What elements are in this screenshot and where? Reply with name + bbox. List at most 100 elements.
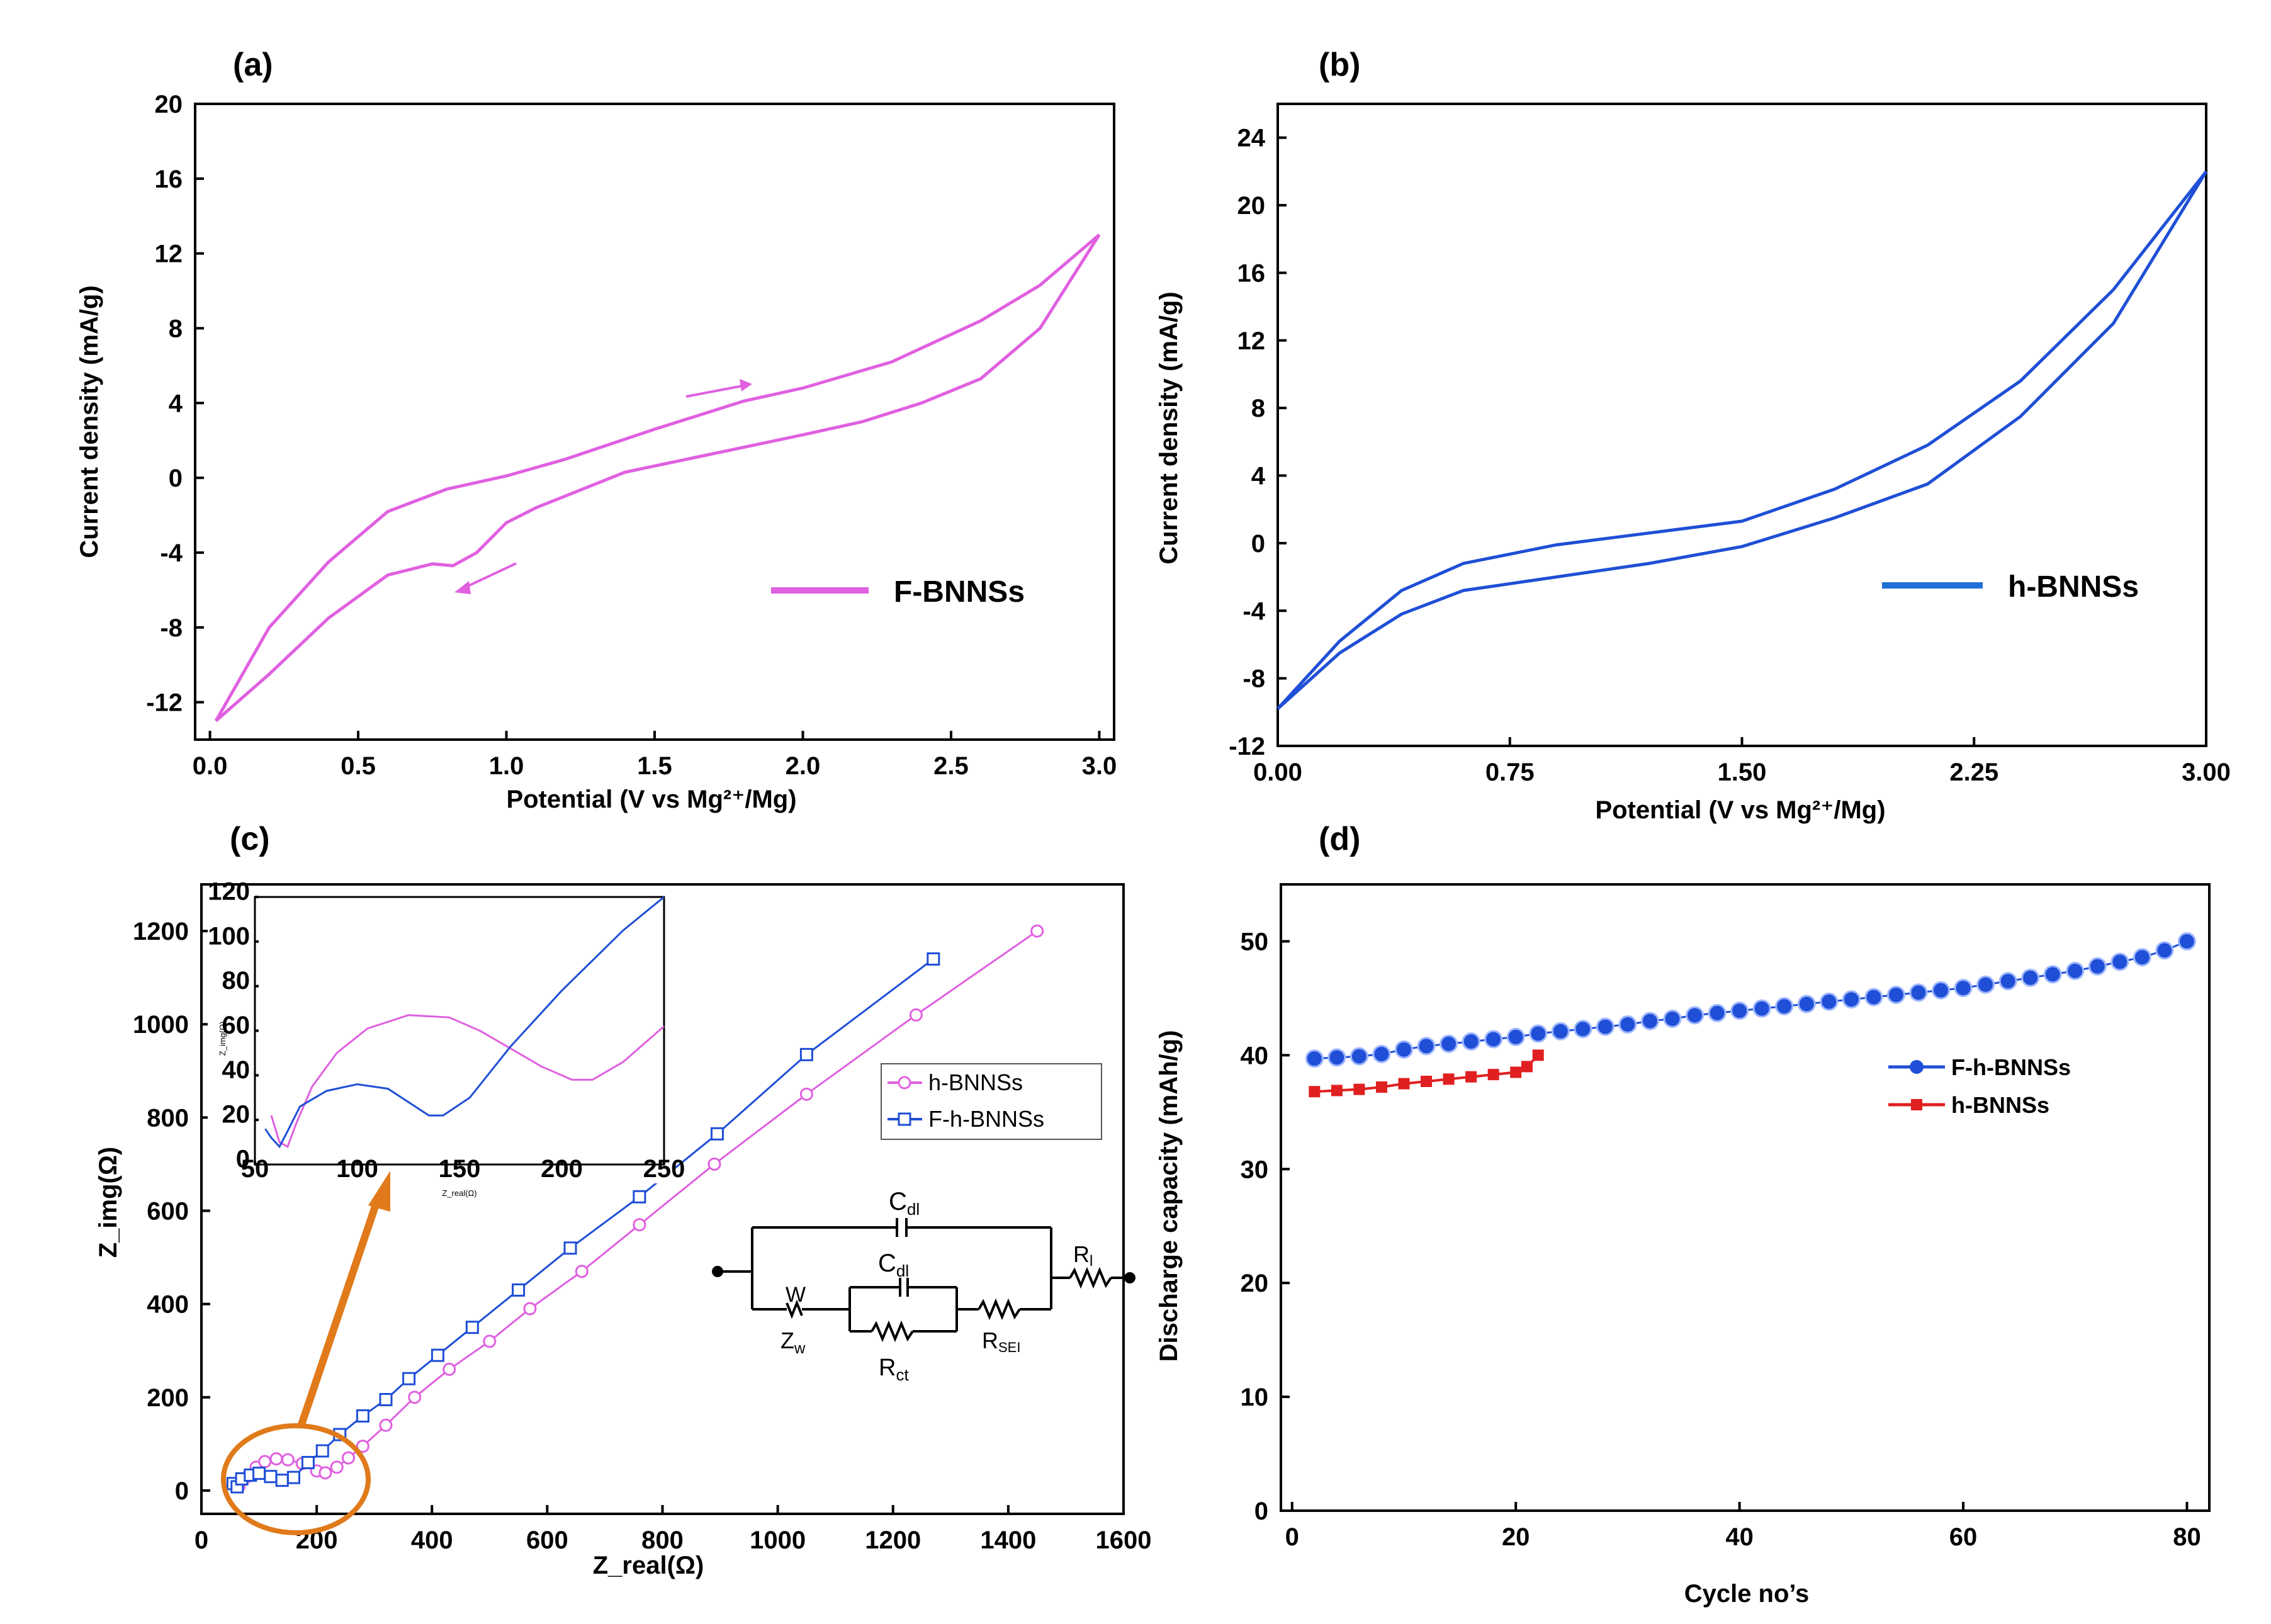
panel-d-series bbox=[1305, 932, 2196, 1098]
x-tick-label: 2.5 bbox=[933, 752, 969, 780]
capacity-point-f-h-bnnss bbox=[2155, 941, 2174, 960]
capacity-point-f-h-bnnss bbox=[1686, 1006, 1705, 1025]
y-tick-label: 24 bbox=[1237, 125, 1266, 152]
y-tick-label: 8 bbox=[169, 315, 183, 342]
nyquist-point-h-bnnss bbox=[379, 1418, 393, 1432]
nyquist-point-f-h-bnnss bbox=[356, 1409, 369, 1423]
warburg-symbol bbox=[786, 1299, 803, 1319]
nyquist-point-h-bnnss bbox=[281, 1453, 295, 1467]
nyquist-point-h-bnnss bbox=[356, 1440, 369, 1453]
capacity-point-f-h-bnnss bbox=[1394, 1040, 1413, 1059]
rct-resistor bbox=[871, 1320, 914, 1343]
capacity-point-h-bnnss bbox=[1398, 1078, 1410, 1090]
nyquist-point-h-bnnss bbox=[707, 1157, 721, 1171]
x-tick-label: 1.50 bbox=[1718, 758, 1767, 786]
capacity-point-f-h-bnnss bbox=[2066, 961, 2085, 980]
capacity-point-h-bnnss bbox=[1510, 1066, 1522, 1078]
label-zw: Zw bbox=[780, 1328, 806, 1357]
rct-main: R bbox=[879, 1355, 896, 1381]
cv-curve-h-bnnss bbox=[1276, 171, 2208, 710]
y-tick-label: 1200 bbox=[133, 918, 189, 945]
rsei-resistor bbox=[978, 1298, 1021, 1321]
panel-d-plot-frame bbox=[1280, 883, 2211, 1512]
x-tick-label: 20 bbox=[1502, 1523, 1530, 1551]
y-tick-label: 80 bbox=[222, 967, 251, 995]
label-rl: Rl bbox=[1073, 1241, 1093, 1270]
capacity-point-f-h-bnnss bbox=[1640, 1012, 1659, 1030]
nyquist-point-h-bnnss bbox=[575, 1265, 589, 1278]
x-tick-label: 800 bbox=[641, 1526, 684, 1554]
panel-c-series bbox=[226, 924, 1044, 1494]
capacity-point-f-h-bnnss bbox=[1864, 988, 1883, 1007]
capacity-point-f-h-bnnss bbox=[2133, 948, 2151, 967]
capacity-point-f-h-bnnss bbox=[2021, 968, 2040, 987]
rl-main: R bbox=[1073, 1241, 1090, 1267]
inset-xlabel: Z_real(Ω) bbox=[442, 1188, 476, 1198]
cv-curve-f-bnnss bbox=[215, 234, 1101, 723]
x-tick-label: 1600 bbox=[1096, 1526, 1152, 1554]
nyquist-point-f-h-bnnss bbox=[315, 1444, 329, 1458]
y-tick-label: 20 bbox=[155, 91, 183, 118]
capacity-point-h-bnnss bbox=[1331, 1085, 1343, 1097]
nyquist-point-f-h-bnnss bbox=[264, 1470, 278, 1484]
capacity-point-f-h-bnnss bbox=[1909, 983, 1928, 1002]
circuit-node-left bbox=[712, 1266, 723, 1277]
nyquist-point-f-h-bnnss bbox=[301, 1456, 315, 1470]
rl-sub: l bbox=[1090, 1253, 1093, 1270]
nyquist-point-f-h-bnnss bbox=[710, 1127, 724, 1141]
capacity-point-f-h-bnnss bbox=[1484, 1030, 1503, 1049]
panel-a: (a) 0.0 0.5 1.0 1.5 2.0 2.5 3.0 -12 -8 -4 0 4 8 12 16 2… bbox=[76, 47, 1117, 813]
panel-d-ylabel: Discharge capacity (mAh/g) bbox=[1155, 1030, 1183, 1362]
y-tick-label: 30 bbox=[1241, 1156, 1269, 1183]
legend-label-f-h-bnnss-d: F-h-BNNSs bbox=[1951, 1054, 2071, 1080]
nyquist-point-f-h-bnnss bbox=[633, 1190, 646, 1204]
legend-marker-h-bnnss bbox=[898, 1076, 911, 1090]
legend-box bbox=[881, 1063, 1102, 1140]
capacity-point-f-h-bnnss bbox=[1529, 1024, 1548, 1043]
capacity-point-f-h-bnnss bbox=[1775, 997, 1794, 1016]
y-tick-label: 0 bbox=[1251, 530, 1265, 558]
capacity-point-h-bnnss bbox=[1521, 1061, 1533, 1073]
cdl-top-sub: dl bbox=[907, 1200, 920, 1219]
panel-d-legend: F-h-BNNSs h-BNNSs bbox=[1888, 1054, 2071, 1118]
x-tick-label: 250 bbox=[643, 1155, 685, 1183]
circuit-labels: Cdl Cdl W Zw Rct RSEI Rl bbox=[780, 1188, 1093, 1384]
rl-resistor bbox=[1069, 1266, 1112, 1289]
panel-a-label: (a) bbox=[233, 47, 273, 83]
capacity-line-f-h-bnnss bbox=[1314, 940, 2188, 1060]
nyquist-point-h-bnnss bbox=[909, 1008, 923, 1022]
inset-curve-h-bnnss bbox=[270, 1014, 665, 1148]
y-tick-label: 400 bbox=[147, 1291, 189, 1319]
zoom-arrow bbox=[297, 1198, 381, 1428]
panel-b-series bbox=[1276, 170, 2208, 710]
y-tick-label: 0 bbox=[236, 1146, 250, 1173]
cdl-top-main: C bbox=[889, 1188, 907, 1215]
nyquist-point-h-bnnss bbox=[523, 1302, 537, 1316]
y-tick-label: 20 bbox=[222, 1101, 251, 1129]
y-tick-label: 10 bbox=[1241, 1384, 1269, 1411]
y-tick-label: 16 bbox=[1237, 259, 1266, 287]
panel-b-label: (b) bbox=[1319, 47, 1360, 83]
capacity-point-f-h-bnnss bbox=[1551, 1022, 1570, 1040]
rct-sub: ct bbox=[896, 1365, 909, 1384]
capacity-point-f-h-bnnss bbox=[2043, 965, 2062, 984]
x-tick-label: 0.5 bbox=[341, 752, 376, 780]
panel-a-sweep-arrows bbox=[454, 379, 752, 594]
nyquist-point-h-bnnss bbox=[1030, 924, 1044, 938]
circuit-node-right bbox=[1124, 1272, 1136, 1283]
y-tick-label: 4 bbox=[1251, 463, 1266, 490]
legend-marker-h-bnnss-d bbox=[1911, 1099, 1922, 1110]
nyquist-point-f-h-bnnss bbox=[799, 1047, 813, 1061]
cathodic-arrow bbox=[462, 562, 517, 590]
capacity-point-h-bnnss bbox=[1421, 1075, 1433, 1087]
x-tick-label: 3.0 bbox=[1082, 752, 1117, 780]
panel-b-ylabel: Current density (mA/g) bbox=[1155, 291, 1183, 564]
capacity-point-f-h-bnnss bbox=[1305, 1049, 1324, 1068]
capacity-point-h-bnnss bbox=[1375, 1081, 1387, 1093]
nyquist-point-h-bnnss bbox=[408, 1390, 422, 1404]
nyquist-point-h-bnnss bbox=[442, 1362, 456, 1376]
label-rct: Rct bbox=[879, 1355, 909, 1384]
capacity-point-f-h-bnnss bbox=[1350, 1047, 1368, 1066]
